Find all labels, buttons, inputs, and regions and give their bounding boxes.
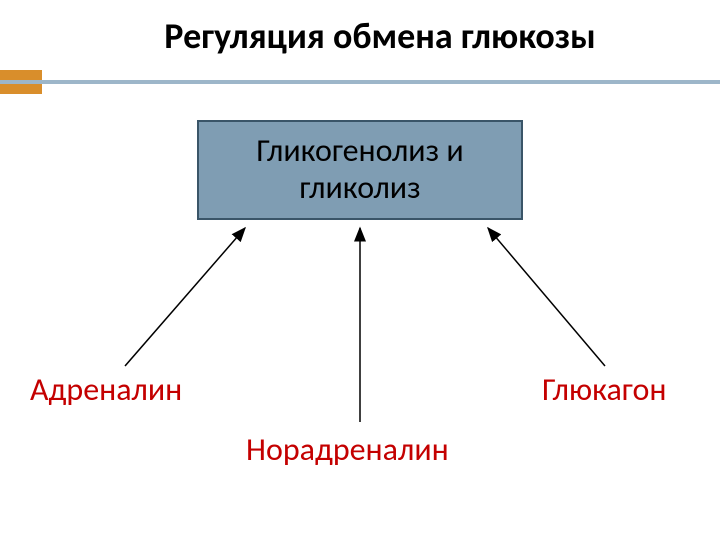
center-process-box: Гликогенолиз и гликолиз (197, 120, 523, 220)
arrow-right (488, 228, 605, 366)
slide-title: Регуляция обмена глюкозы (100, 14, 660, 58)
arrow-left (125, 228, 245, 366)
label-glucagon: Глюкагон (542, 370, 666, 409)
horizontal-rule (0, 80, 720, 84)
label-noradrenaline: Норадреналин (246, 430, 449, 469)
label-adrenaline: Адреналин (30, 370, 182, 409)
center-box-text: Гликогенолиз и гликолиз (209, 133, 511, 207)
